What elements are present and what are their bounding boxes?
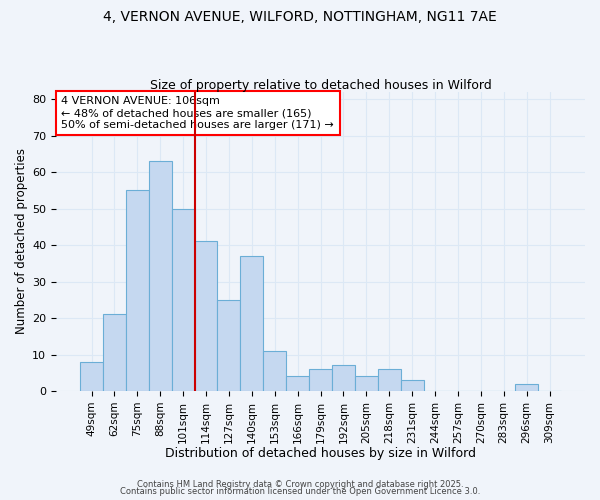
Text: Contains HM Land Registry data © Crown copyright and database right 2025.: Contains HM Land Registry data © Crown c… [137, 480, 463, 489]
Text: Contains public sector information licensed under the Open Government Licence 3.: Contains public sector information licen… [120, 487, 480, 496]
Bar [126, 190, 149, 391]
Bar [172, 208, 194, 391]
Bar [217, 300, 241, 391]
Bar [515, 384, 538, 391]
Text: 4, VERNON AVENUE, WILFORD, NOTTINGHAM, NG11 7AE: 4, VERNON AVENUE, WILFORD, NOTTINGHAM, N… [103, 10, 497, 24]
X-axis label: Distribution of detached houses by size in Wilford: Distribution of detached houses by size … [165, 447, 476, 460]
Text: 4 VERNON AVENUE: 106sqm
← 48% of detached houses are smaller (165)
50% of semi-d: 4 VERNON AVENUE: 106sqm ← 48% of detache… [61, 96, 334, 130]
Bar [149, 162, 172, 391]
Y-axis label: Number of detached properties: Number of detached properties [15, 148, 28, 334]
Bar [332, 366, 355, 391]
Bar [355, 376, 378, 391]
Bar [378, 369, 401, 391]
Bar [103, 314, 126, 391]
Bar [401, 380, 424, 391]
Bar [80, 362, 103, 391]
Bar [286, 376, 309, 391]
Title: Size of property relative to detached houses in Wilford: Size of property relative to detached ho… [149, 79, 491, 92]
Bar [263, 351, 286, 391]
Bar [241, 256, 263, 391]
Bar [309, 369, 332, 391]
Bar [194, 242, 217, 391]
